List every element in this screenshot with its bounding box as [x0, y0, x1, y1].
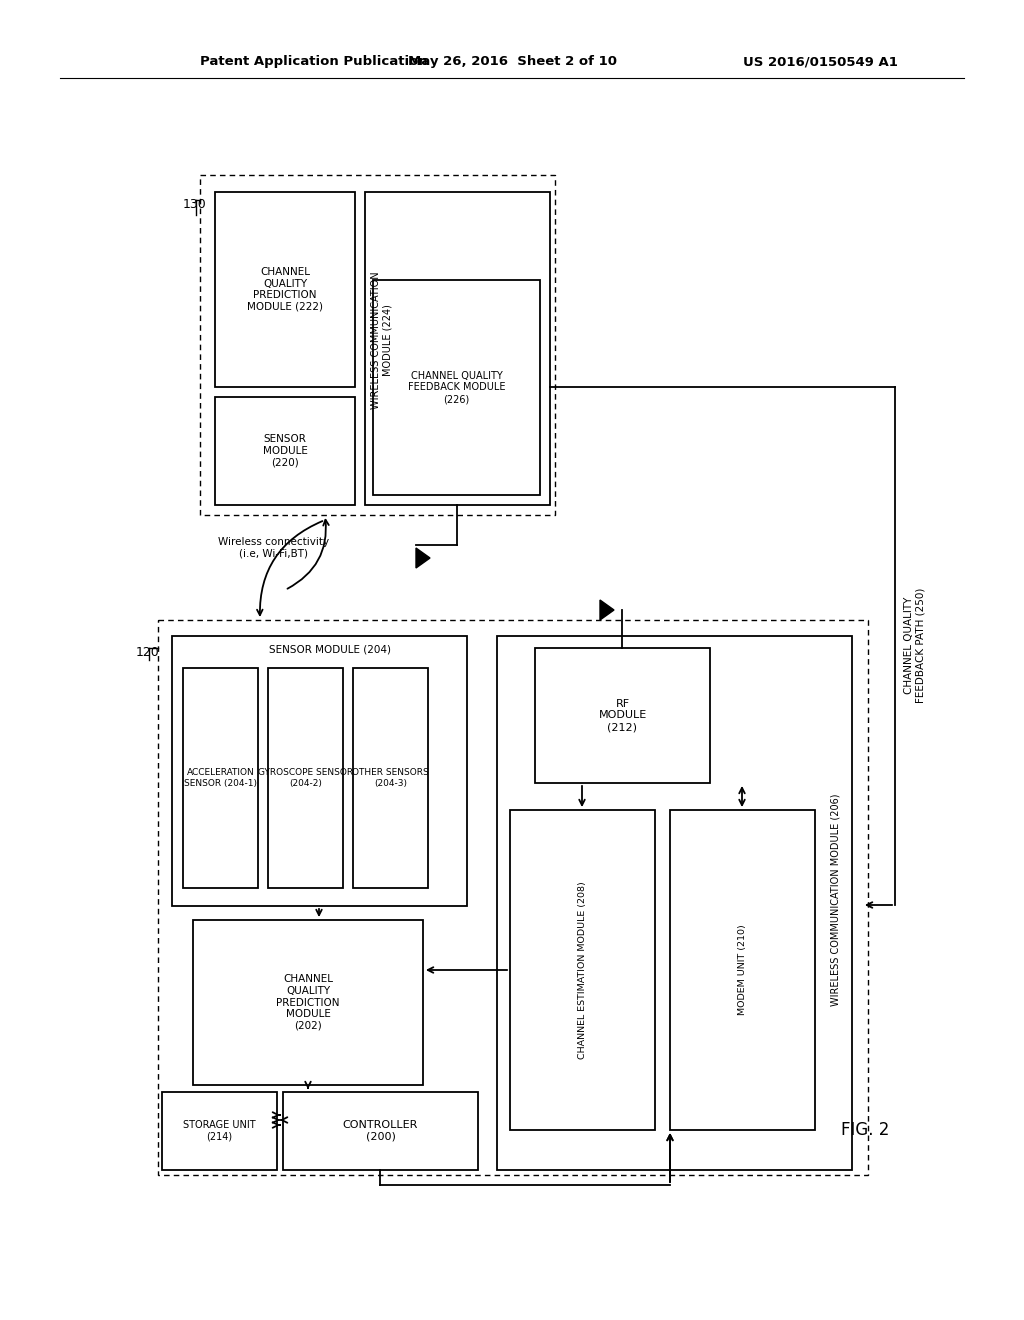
Bar	[162, 1092, 278, 1170]
Bar	[535, 648, 710, 783]
Text: US 2016/0150549 A1: US 2016/0150549 A1	[742, 55, 897, 69]
Text: SENSOR MODULE (204): SENSOR MODULE (204)	[269, 645, 391, 655]
Bar	[353, 668, 428, 888]
Text: May 26, 2016  Sheet 2 of 10: May 26, 2016 Sheet 2 of 10	[408, 55, 616, 69]
Text: FIG. 2: FIG. 2	[841, 1121, 889, 1139]
Bar	[200, 176, 555, 515]
Text: GYROSCOPE SENSOR
(204-2): GYROSCOPE SENSOR (204-2)	[258, 768, 353, 788]
Bar	[215, 397, 355, 506]
Text: CHANNEL
QUALITY
PREDICTION
MODULE
(202): CHANNEL QUALITY PREDICTION MODULE (202)	[276, 974, 340, 1031]
Text: OTHER SENSORS
(204-3): OTHER SENSORS (204-3)	[352, 768, 429, 788]
Text: CHANNEL QUALITY
FEEDBACK MODULE
(226): CHANNEL QUALITY FEEDBACK MODULE (226)	[408, 371, 505, 404]
Text: 120: 120	[136, 647, 160, 660]
Text: CHANNEL ESTIMATION MODULE (208): CHANNEL ESTIMATION MODULE (208)	[578, 882, 587, 1059]
Text: Wireless connectivity
(i.e, Wi-Fi,BT): Wireless connectivity (i.e, Wi-Fi,BT)	[218, 537, 329, 558]
Bar	[497, 636, 852, 1170]
Text: WIRELESS COMMUNICATION
MODULE (224): WIRELESS COMMUNICATION MODULE (224)	[371, 271, 393, 409]
Polygon shape	[600, 601, 614, 620]
Bar	[373, 280, 540, 495]
Polygon shape	[416, 548, 430, 568]
Text: RF
MODULE
(212): RF MODULE (212)	[598, 698, 646, 733]
Bar	[215, 191, 355, 387]
Bar	[183, 668, 258, 888]
Text: 130: 130	[183, 198, 207, 211]
Text: MODEM UNIT (210): MODEM UNIT (210)	[738, 924, 746, 1015]
Bar	[670, 810, 815, 1130]
Text: ACCELERATION
SENSOR (204-1): ACCELERATION SENSOR (204-1)	[184, 768, 257, 788]
Bar	[193, 920, 423, 1085]
Text: SENSOR
MODULE
(220): SENSOR MODULE (220)	[262, 434, 307, 467]
Bar	[365, 191, 550, 506]
Text: CONTROLLER
(200): CONTROLLER (200)	[343, 1121, 418, 1142]
Text: Patent Application Publication: Patent Application Publication	[200, 55, 428, 69]
Bar	[283, 1092, 478, 1170]
Text: STORAGE UNIT
(214): STORAGE UNIT (214)	[183, 1121, 256, 1142]
Bar	[268, 668, 343, 888]
Bar	[158, 620, 868, 1175]
Text: CHANNEL QUALITY
FEEDBACK PATH (250): CHANNEL QUALITY FEEDBACK PATH (250)	[904, 587, 926, 702]
Text: WIRELESS COMMUNICATION MODULE (206): WIRELESS COMMUNICATION MODULE (206)	[830, 793, 840, 1006]
Text: CHANNEL
QUALITY
PREDICTION
MODULE (222): CHANNEL QUALITY PREDICTION MODULE (222)	[247, 267, 323, 312]
Bar	[510, 810, 655, 1130]
Bar	[172, 636, 467, 906]
